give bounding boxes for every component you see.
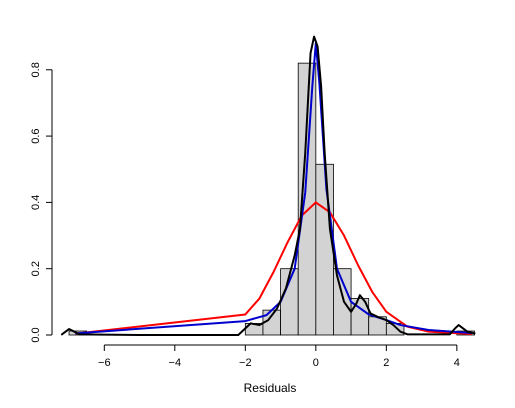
x-tick-label-0: −6 — [98, 357, 111, 369]
density-curves — [61, 35, 476, 336]
y-tick-label-0: 0.0 — [30, 327, 42, 342]
y-tick-label-4: 0.8 — [30, 62, 42, 77]
y-axis: 0.0 0.2 0.4 0.6 0.8 — [30, 62, 53, 343]
y-tick-label-2: 0.4 — [30, 195, 42, 210]
curve-2 — [61, 35, 476, 336]
y-tick-label-3: 0.6 — [30, 128, 42, 143]
x-tick-label-1: −4 — [169, 357, 182, 369]
y-tick-label-1: 0.2 — [30, 261, 42, 276]
histogram-bar-5 — [315, 163, 334, 336]
x-axis: −6 −4 −2 0 2 4 — [98, 344, 460, 369]
histogram-bars — [68, 62, 475, 336]
x-tick-label-5: 4 — [454, 357, 460, 369]
curve-1 — [75, 42, 472, 335]
x-tick-label-3: 0 — [313, 357, 319, 369]
x-axis-label: Residuals — [244, 381, 297, 395]
x-tick-label-2: −2 — [239, 357, 252, 369]
x-tick-label-4: 2 — [383, 357, 389, 369]
